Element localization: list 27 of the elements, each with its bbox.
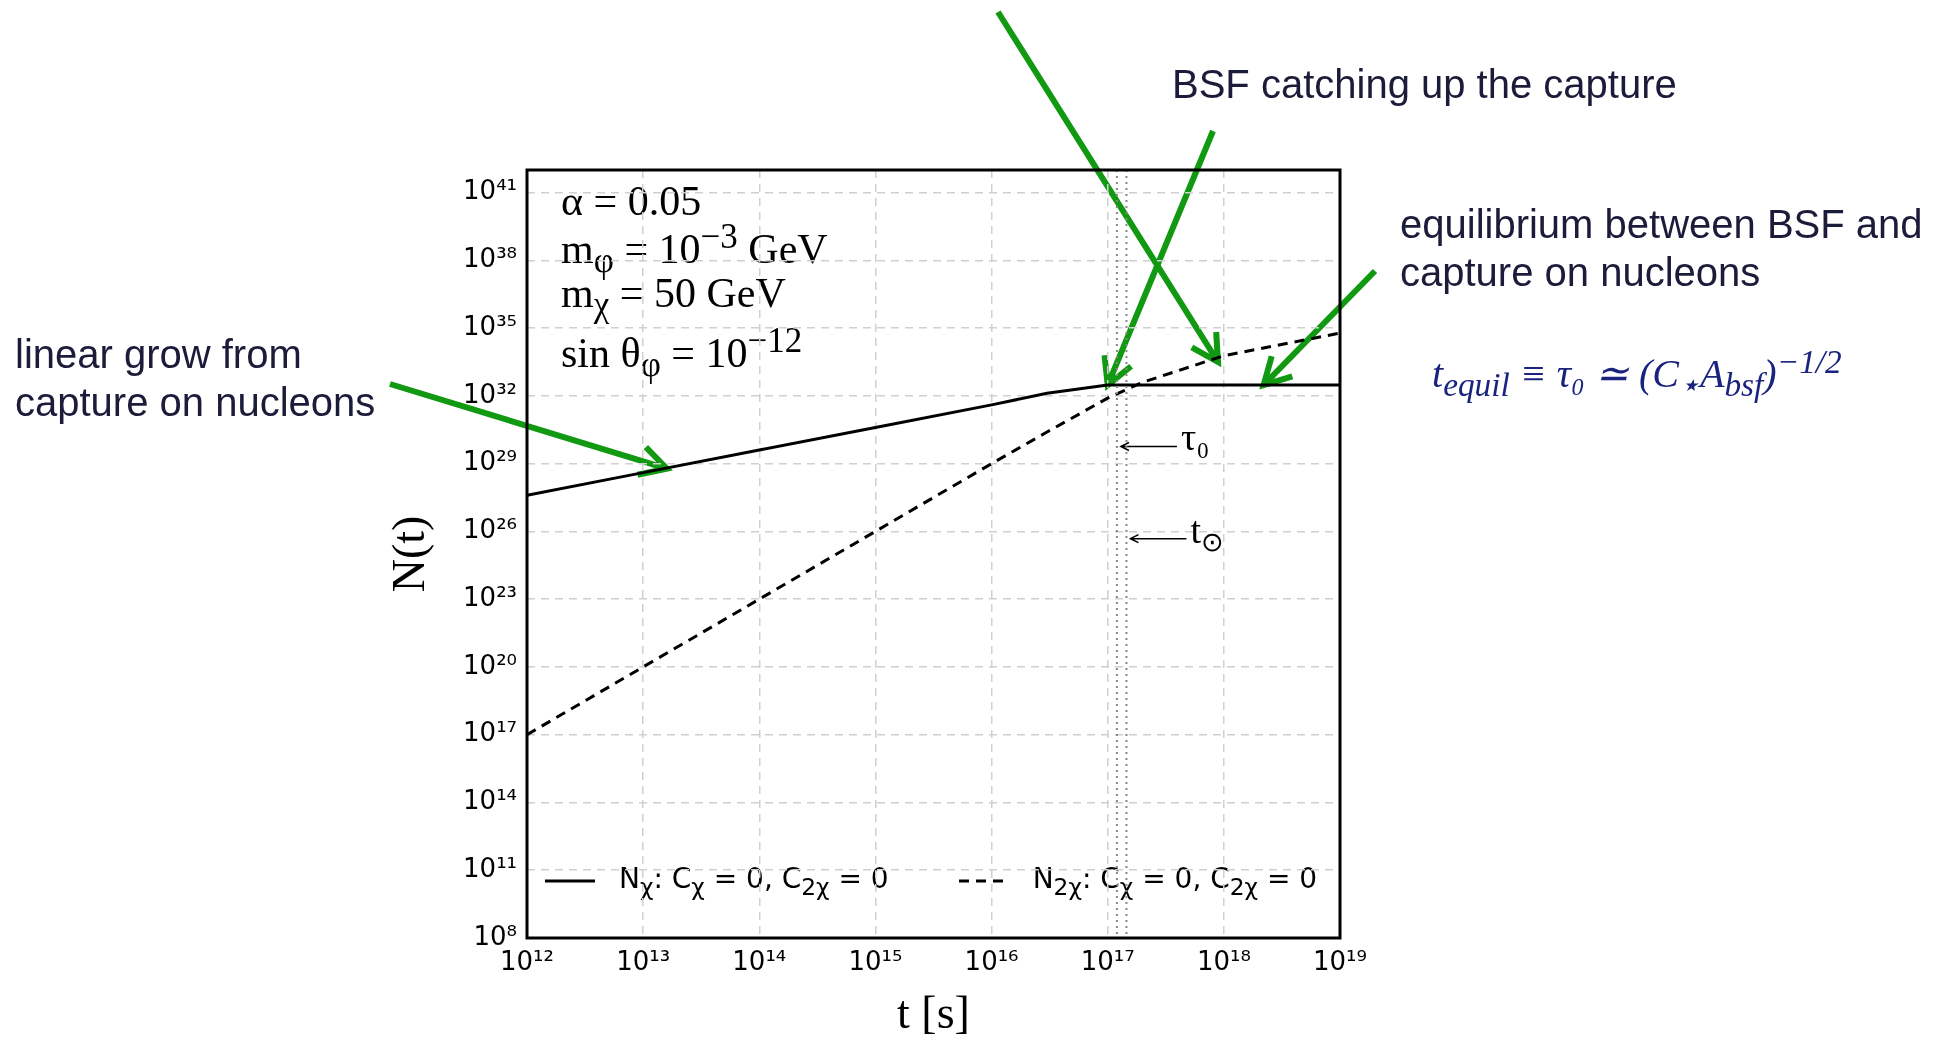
x-tick-label: 10¹⁹	[1313, 946, 1367, 977]
y-axis-title: N(t)	[382, 515, 434, 593]
y-tick-label: 10³⁸	[463, 243, 517, 274]
y-tick-label: 10²⁶	[463, 514, 517, 545]
y-tick-label: 10⁴¹	[463, 175, 517, 206]
x-axis-title: t [s]	[897, 987, 970, 1039]
ref-line-label: τ₀	[1180, 416, 1210, 459]
y-tick-label: 10¹¹	[463, 852, 517, 883]
ref-line-label: t⊙	[1190, 508, 1225, 558]
annotation: equilibrium between BSF and capture on nucleons	[1400, 201, 1923, 296]
y-tick-label: 10²⁰	[463, 649, 517, 680]
x-tick-label: 10¹⁶	[964, 946, 1019, 977]
y-tick-label: 10¹⁷	[463, 717, 517, 748]
annotation: α = 0.05	[561, 177, 702, 226]
y-tick-label: 10²⁹	[463, 446, 517, 477]
y-tick-label: 10³⁵	[463, 310, 517, 341]
x-tick-label: 10¹⁸	[1196, 946, 1251, 977]
y-tick-label: 10²³	[463, 581, 517, 612]
text: t$_{equil}$ ≡ τ₀ ≃ (C$_{⋆}$A$_{bsf}$)$^{−1/2}$	[1432, 342, 1842, 406]
y-tick-label: 10¹⁴	[463, 785, 517, 816]
y-tick-label: 10³²	[463, 378, 517, 409]
x-tick-label: 10¹⁵	[848, 946, 903, 977]
annotation: linear grow from capture on nucleons	[15, 331, 376, 426]
annotation: BSF catching up the capture	[1172, 61, 1677, 108]
x-tick-label: 10¹⁷	[1080, 946, 1135, 977]
x-tick-label: 10¹³	[616, 946, 671, 977]
x-tick-label: 10¹⁴	[732, 946, 787, 977]
